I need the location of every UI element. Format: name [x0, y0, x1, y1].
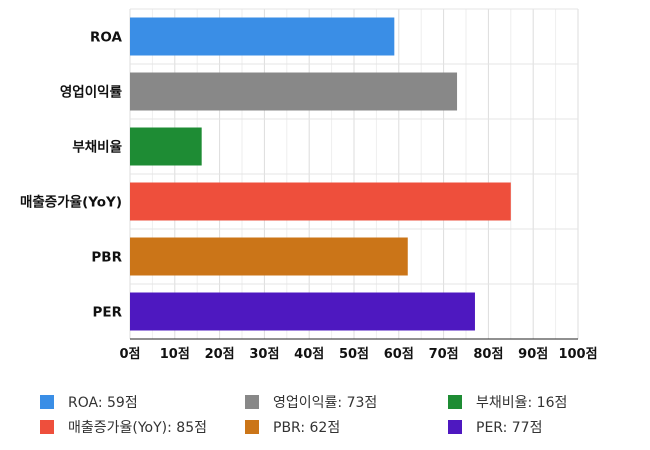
x-tick-label: 30점 [249, 347, 279, 362]
legend-label: 매출증가율(YoY): 85점 [68, 420, 207, 436]
legend-item: 매출증가율(YoY): 85점 [40, 416, 207, 438]
y-tick-label: 영업이익률 [60, 84, 123, 101]
bar-3 [130, 182, 511, 221]
legend-item: 영업이익률: 73점 [245, 391, 377, 413]
x-tick-label: 10점 [160, 347, 190, 362]
y-tick-label: 매출증가율(YoY) [20, 194, 122, 211]
x-tick-label: 40점 [294, 347, 324, 362]
legend-label: 부채비율: 16점 [476, 395, 568, 411]
legend-label: ROA: 59점 [68, 395, 138, 411]
y-tick-label: 부채비율 [72, 139, 122, 156]
legend-item: PER: 77점 [448, 416, 542, 438]
bar-2 [130, 127, 202, 166]
legend-swatch [40, 420, 54, 434]
legend-swatch [448, 420, 462, 434]
bar-5 [130, 292, 475, 331]
x-tick-label: 50점 [339, 347, 369, 362]
bar-4 [130, 237, 408, 276]
legend-swatch [245, 395, 259, 409]
y-tick-label: PBR [91, 250, 122, 266]
legend-label: PER: 77점 [476, 420, 543, 436]
x-tick-label: 60점 [384, 347, 414, 362]
legend-item: PBR: 62점 [245, 416, 340, 438]
legend-swatch [40, 395, 54, 409]
legend-swatch [245, 420, 259, 434]
legend-label: 영업이익률: 73점 [273, 395, 378, 411]
y-tick-label: ROA [90, 30, 123, 46]
x-tick-label: 90점 [518, 347, 548, 362]
legend-item: 부채비율: 16점 [448, 391, 567, 413]
x-tick-label: 100점 [558, 347, 597, 362]
y-tick-label: PER [92, 305, 122, 321]
legend-swatch [448, 395, 462, 409]
legend-item: ROA: 59점 [40, 391, 138, 413]
bar-1 [130, 72, 458, 111]
x-tick-label: 70점 [429, 347, 459, 362]
legend-label: PBR: 62점 [273, 420, 341, 436]
x-tick-label: 80점 [473, 347, 503, 362]
bar-0 [130, 17, 395, 56]
x-tick-label: 20점 [205, 347, 235, 362]
x-tick-label: 0점 [119, 347, 140, 362]
